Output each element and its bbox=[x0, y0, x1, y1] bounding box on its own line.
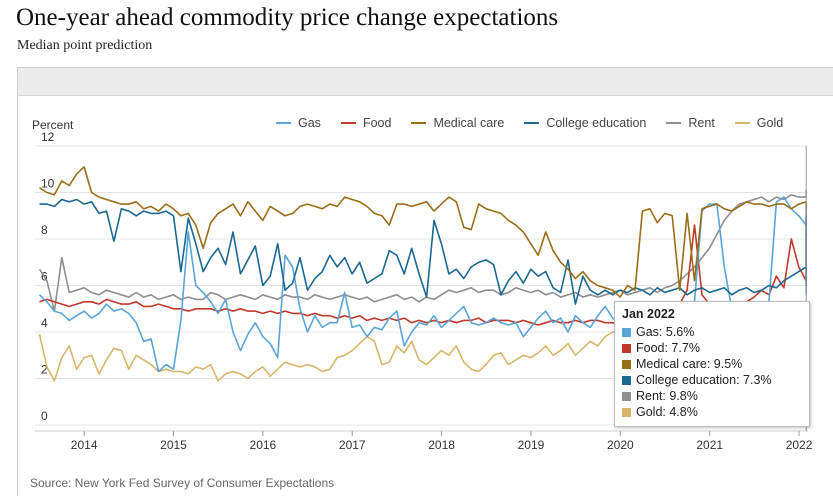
x-tick-label: 2021 bbox=[696, 438, 723, 452]
x-tick-label: 2016 bbox=[250, 438, 277, 452]
legend-label: College education bbox=[546, 116, 647, 130]
tooltip-label: Gold: 4.8% bbox=[636, 405, 698, 419]
tooltip-label: Medical care: 9.5% bbox=[636, 357, 743, 371]
chart-toolbar bbox=[18, 68, 833, 96]
x-tick-label: 2014 bbox=[71, 438, 98, 452]
legend-label: Gold bbox=[756, 116, 784, 130]
y-axis-label: Percent bbox=[32, 118, 74, 132]
series-line-college-education[interactable] bbox=[39, 198, 808, 305]
legend-item-gold[interactable]: Gold bbox=[734, 116, 784, 130]
legend-label: Medical care bbox=[433, 116, 505, 130]
tooltip-label: College education: 7.3% bbox=[636, 373, 772, 387]
chart-subtitle: Median point prediction bbox=[17, 38, 153, 53]
tooltip-label: Gas: 5.6% bbox=[636, 325, 695, 339]
y-tick-label: 4 bbox=[41, 316, 48, 330]
y-tick-label: 12 bbox=[41, 130, 55, 144]
tooltip-row: Gold: 4.8% bbox=[622, 405, 802, 419]
legend-swatch bbox=[340, 122, 356, 124]
tooltip-swatch bbox=[622, 359, 631, 369]
tooltip-label: Rent: 9.8% bbox=[636, 389, 698, 403]
legend-label: Gas bbox=[298, 116, 321, 130]
x-tick-label: 2017 bbox=[339, 438, 366, 452]
series-line-medical-care[interactable] bbox=[39, 166, 808, 298]
y-tick-label: 10 bbox=[41, 177, 55, 191]
y-tick-label: 0 bbox=[41, 409, 48, 423]
x-tick-label: 2020 bbox=[607, 438, 634, 452]
tooltip-label: Food: 7.7% bbox=[636, 341, 700, 355]
legend-swatch bbox=[524, 122, 540, 124]
tooltip-swatch bbox=[622, 391, 631, 401]
tooltip-row: Gas: 5.6% bbox=[622, 325, 802, 339]
chart-title: One-year ahead commodity price change ex… bbox=[16, 4, 559, 31]
chart-panel: Percent Gas Food Medical care College educa… bbox=[17, 67, 833, 496]
tooltip-swatch bbox=[622, 327, 631, 337]
source-note: Source: New York Fed Survey of Consumer … bbox=[30, 476, 335, 490]
y-tick-label: 8 bbox=[41, 223, 48, 237]
legend-item-rent[interactable]: Rent bbox=[666, 116, 715, 130]
x-tick-label: 2022 bbox=[786, 438, 813, 452]
x-tick-label: 2019 bbox=[518, 438, 545, 452]
tooltip-swatch bbox=[622, 375, 631, 385]
legend-item-food[interactable]: Food bbox=[340, 116, 392, 130]
tooltip-swatch bbox=[622, 407, 631, 417]
legend-item-college-education[interactable]: College education bbox=[524, 116, 646, 130]
series-line-gas[interactable] bbox=[38, 196, 808, 373]
legend-item-medical-care[interactable]: Medical care bbox=[411, 116, 504, 130]
tooltip-row: College education: 7.3% bbox=[622, 373, 802, 387]
series-line-rent[interactable] bbox=[38, 189, 808, 312]
x-tick-label: 2015 bbox=[160, 438, 187, 452]
legend-swatch bbox=[666, 122, 682, 124]
legend-swatch bbox=[734, 122, 750, 124]
tooltip-title: Jan 2022 bbox=[622, 307, 675, 321]
legend: Gas Food Medical care College education Rent… bbox=[276, 116, 803, 130]
legend-item-gas[interactable]: Gas bbox=[276, 116, 321, 130]
legend-swatch bbox=[276, 122, 291, 124]
legend-label: Food bbox=[362, 116, 392, 130]
tooltip-swatch bbox=[622, 343, 631, 353]
tooltip-row: Rent: 9.8% bbox=[622, 389, 802, 403]
x-tick-label: 2018 bbox=[428, 438, 455, 452]
tooltip-row: Food: 7.7% bbox=[622, 341, 802, 355]
hover-tooltip: Jan 2022 Gas: 5.6% Food: 7.7% Medical care… bbox=[614, 301, 810, 427]
legend-swatch bbox=[411, 122, 427, 124]
y-tick-label: 2 bbox=[41, 363, 48, 377]
legend-label: Rent bbox=[688, 116, 715, 130]
tooltip-row: Medical care: 9.5% bbox=[622, 357, 802, 371]
